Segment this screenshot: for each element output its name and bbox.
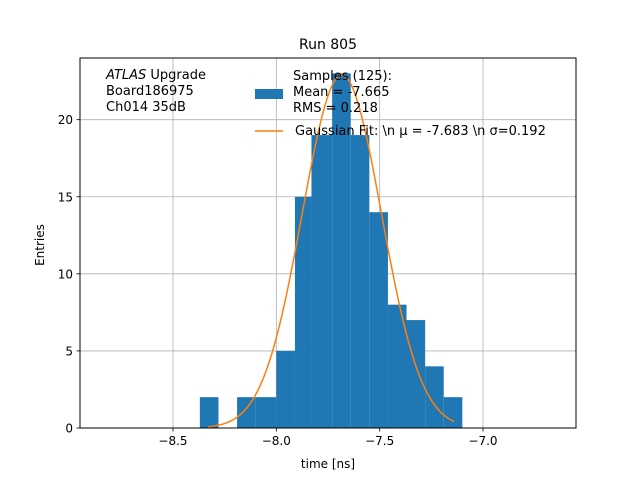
x-tick-label: −7.5	[365, 434, 394, 448]
annotation-line: ATLAS Upgrade	[105, 68, 206, 83]
legend-histogram-label: Mean = -7.665	[293, 85, 389, 100]
annotation-text: Upgrade	[146, 68, 206, 83]
histogram-bar	[443, 397, 463, 428]
y-axis-label: Entries	[33, 224, 47, 266]
histogram-bar	[311, 135, 333, 429]
annotation-text: Ch014 35dB	[106, 100, 186, 115]
legend-histogram-swatch	[255, 89, 283, 99]
annotation-text: Board186975	[106, 84, 194, 99]
legend: Samples (125): Mean = -7.665 RMS = 0.218…	[255, 69, 546, 139]
y-tick-label: 15	[58, 190, 73, 204]
histogram-bar	[425, 366, 444, 428]
legend-histogram-label: RMS = 0.218	[293, 101, 378, 116]
legend-fit-label: Gaussian Fit: \n μ = -7.683 \n σ=0.192	[295, 124, 546, 139]
y-tick-label: 0	[65, 422, 73, 436]
chart-title: Run 805	[299, 37, 357, 53]
annotation-line: Ch014 35dB	[106, 100, 186, 115]
atlas-annotation: ATLAS Upgrade Board186975 Ch014 35dB	[105, 68, 206, 115]
histogram-bar	[332, 73, 351, 429]
y-tick-label: 20	[58, 113, 73, 127]
x-tick-label: −8.0	[262, 434, 291, 448]
x-axis-ticks: −8.5 −8.0 −7.5 −7.0	[158, 428, 498, 448]
histogram-bar	[237, 397, 256, 428]
annotation-italic-text: ATLAS	[105, 68, 146, 83]
histogram-bar	[387, 304, 407, 428]
histogram-bars	[199, 73, 463, 429]
plot-frame	[79, 57, 577, 429]
y-axis-ticks: 0 5 10 15 20	[58, 113, 80, 436]
gaussian-fit-curve	[208, 74, 455, 428]
gaussian-fit	[208, 74, 455, 428]
y-tick-label: 10	[58, 267, 73, 281]
histogram-bar	[294, 196, 312, 428]
x-tick-label: −8.5	[158, 434, 187, 448]
histogram-bar	[276, 350, 295, 428]
y-tick-label: 5	[65, 344, 73, 358]
annotation-line: Board186975	[106, 84, 194, 99]
histogram-bar	[350, 135, 370, 429]
legend-histogram-label: Samples (125):	[293, 69, 392, 84]
histogram-bar	[199, 397, 219, 428]
histogram-bar	[406, 320, 426, 428]
x-tick-label: −7.0	[468, 434, 497, 448]
x-axis-label: time [ns]	[301, 457, 355, 471]
histogram-bar	[255, 397, 277, 428]
histogram-bar	[369, 212, 388, 428]
